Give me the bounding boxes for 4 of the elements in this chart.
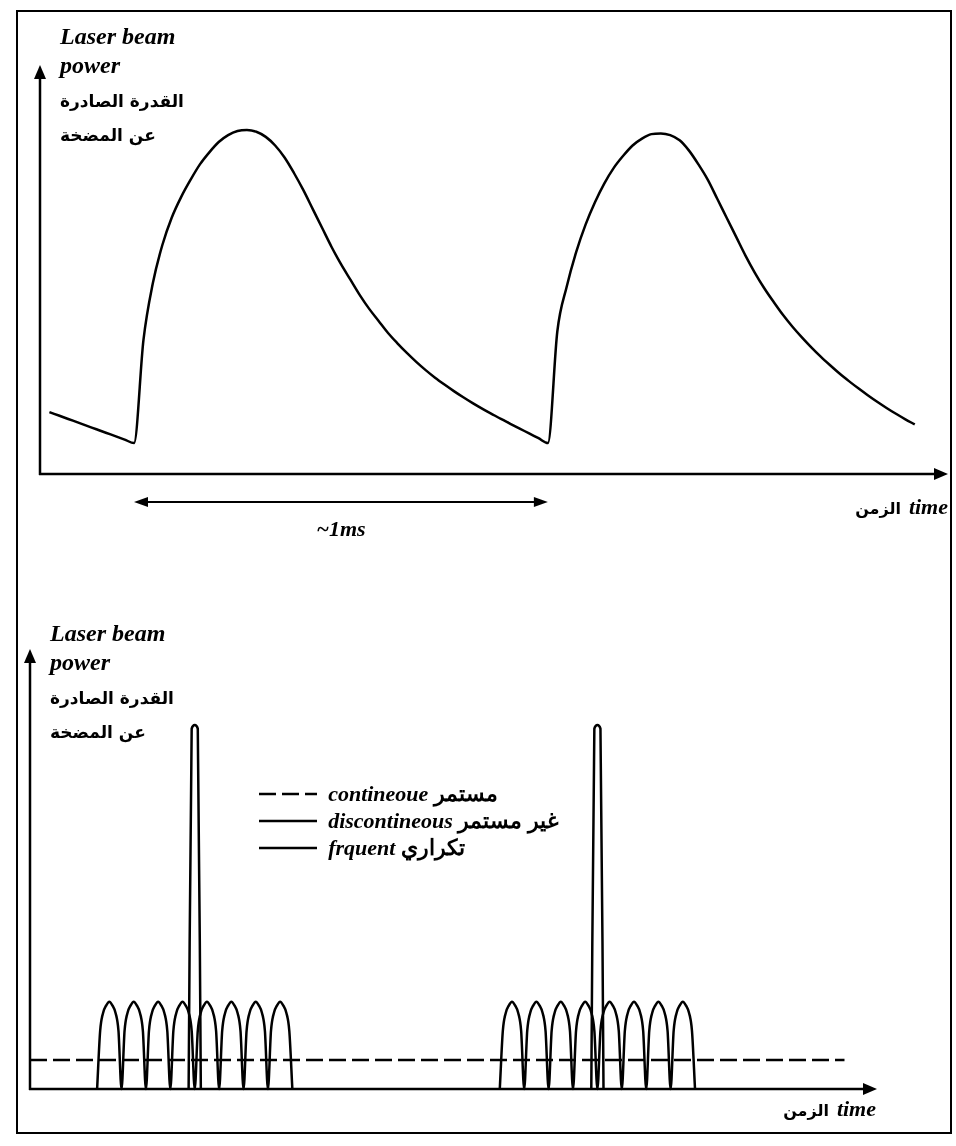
legend-label: contineoue مستمر (328, 780, 498, 807)
text: ~1ms (315, 516, 367, 542)
legend-label: discontineous غير مستمر (328, 807, 559, 834)
legend-label: frquent تكراري (328, 834, 465, 861)
